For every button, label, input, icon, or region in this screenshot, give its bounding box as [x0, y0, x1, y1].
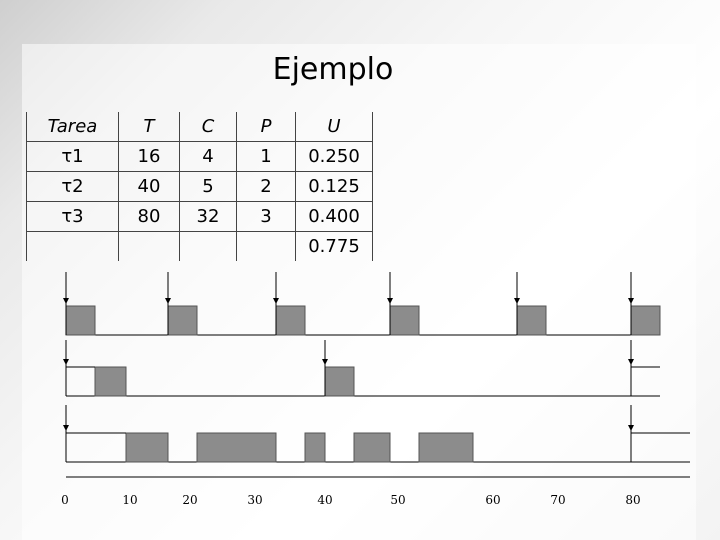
arrival-arrow [63, 425, 69, 431]
tick-label: 40 [317, 493, 333, 507]
execution-bar [389, 305, 420, 336]
cell-empty [236, 231, 296, 261]
cell-period: 40 [118, 171, 180, 202]
execution-bar [304, 432, 326, 463]
header-priority: P [236, 112, 296, 142]
cell-cost: 5 [179, 171, 237, 202]
cell-task-name: τ1 [26, 141, 119, 172]
tick-label: 70 [550, 493, 566, 507]
table-header-row: Tarea T C P U [26, 112, 373, 142]
cell-cost: 4 [179, 141, 237, 172]
cell-period: 80 [118, 201, 180, 232]
cell-empty [26, 231, 119, 261]
arrival-arrow [628, 425, 634, 431]
arrival-arrow [322, 359, 328, 365]
cell-priority: 1 [236, 141, 296, 172]
task-table: Tarea T C P U τ1 16 4 1 0.250 τ2 40 5 2 … [26, 112, 373, 261]
arrival-arrow [63, 359, 69, 365]
execution-bar [125, 432, 169, 463]
execution-bar [630, 305, 661, 336]
cell-total-utilization: 0.775 [295, 231, 373, 261]
header-tarea: Tarea [26, 112, 119, 142]
table-row: τ1 16 4 1 0.250 [26, 141, 373, 172]
cell-utilization: 0.125 [295, 171, 373, 202]
execution-bar [324, 366, 355, 397]
arrival-arrow [387, 298, 393, 304]
execution-bar [275, 305, 306, 336]
arrival-arrow [628, 298, 634, 304]
cell-utilization: 0.400 [295, 201, 373, 232]
cell-utilization: 0.250 [295, 141, 373, 172]
cell-empty [118, 231, 180, 261]
execution-bar [94, 366, 127, 397]
cell-task-name: τ2 [26, 171, 119, 202]
execution-bar [196, 432, 277, 463]
arrival-arrow [273, 298, 279, 304]
cell-priority: 2 [236, 171, 296, 202]
table-row-total: 0.775 [26, 231, 373, 261]
tick-label: 60 [485, 493, 501, 507]
tick-label: 10 [122, 493, 138, 507]
execution-bar [167, 305, 198, 336]
arrival-arrow [63, 298, 69, 304]
header-period: T [118, 112, 180, 142]
slide-title: Ejemplo [272, 52, 394, 87]
arrival-arrow [628, 359, 634, 365]
tick-label: 0 [61, 493, 69, 507]
execution-bar [418, 432, 474, 463]
cell-cost: 32 [179, 201, 237, 232]
cell-period: 16 [118, 141, 180, 172]
header-cost: C [179, 112, 237, 142]
cell-empty [179, 231, 237, 261]
tick-label: 80 [625, 493, 641, 507]
tick-label: 30 [247, 493, 263, 507]
execution-bar [65, 305, 96, 336]
table-row: τ3 80 32 3 0.400 [26, 201, 373, 232]
arrival-arrow [514, 298, 520, 304]
arrival-arrow [165, 298, 171, 304]
cell-task-name: τ3 [26, 201, 119, 232]
header-utilization: U [295, 112, 373, 142]
execution-bar [516, 305, 547, 336]
tick-label: 20 [182, 493, 198, 507]
table-row: τ2 40 5 2 0.125 [26, 171, 373, 202]
execution-bar [353, 432, 391, 463]
cell-priority: 3 [236, 201, 296, 232]
tick-label: 50 [390, 493, 406, 507]
